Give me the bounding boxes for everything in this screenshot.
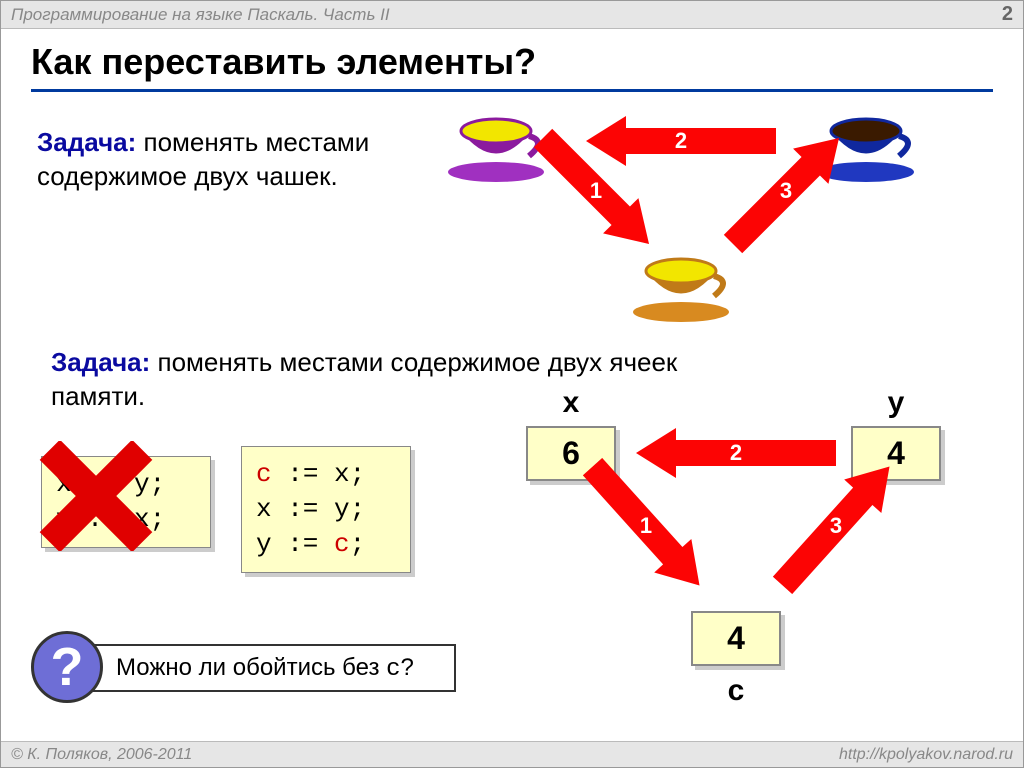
code-line: c := x; <box>256 457 396 492</box>
page-number: 2 <box>1002 3 1013 26</box>
code-line: y := c; <box>256 527 396 562</box>
cup-3 <box>626 246 736 326</box>
code-line: x := y; <box>256 492 396 527</box>
arrow-label: 2 <box>675 128 687 154</box>
question-text: Можно ли обойтись без c? <box>116 654 414 683</box>
code-correct: c := x; x := y; y := c; <box>241 446 411 573</box>
footer-url: http://kpolyakov.narod.ru <box>839 746 1013 764</box>
mem-label-c: c <box>696 674 776 708</box>
cross-icon <box>31 441 161 551</box>
cups-diagram: 2 1 3 <box>431 96 991 336</box>
task1-label: Задача: <box>37 127 136 157</box>
cup-arrow-2: 2 <box>586 116 776 166</box>
arrow-label: 1 <box>640 513 652 539</box>
question-mark-icon: ? <box>51 636 84 698</box>
arrow-label: 2 <box>730 440 742 466</box>
bottom-bar: © К. Поляков, 2006-2011 http://kpolyakov… <box>1 741 1023 767</box>
arrow-label: 3 <box>830 513 842 539</box>
copyright: © К. Поляков, 2006-2011 <box>11 746 192 764</box>
mem-arrow-2: 2 <box>636 428 836 478</box>
page-title: Как переставить элементы? <box>31 41 993 83</box>
content: Задача: поменять местами содержимое двух… <box>1 86 1023 741</box>
arrow-label: 3 <box>780 178 792 204</box>
arrow-label: 1 <box>590 178 602 204</box>
top-bar: Программирование на языке Паскаль. Часть… <box>1 1 1023 29</box>
memory-diagram: x y 6 4 4 c 2 <box>501 386 1001 726</box>
mem-cell-c: 4 <box>691 611 781 666</box>
mem-value: 6 <box>562 435 580 472</box>
cup-icon <box>626 246 736 326</box>
mem-label-y: y <box>856 386 936 420</box>
mem-value: 4 <box>727 620 745 657</box>
course-title: Программирование на языке Паскаль. Часть… <box>11 5 390 25</box>
question-bar: Можно ли обойтись без c? <box>56 644 456 692</box>
mem-label-x: x <box>531 386 611 420</box>
task2-label: Задача: <box>51 347 150 377</box>
slide: Программирование на языке Паскаль. Часть… <box>0 0 1024 768</box>
question-badge: ? <box>31 631 103 703</box>
task1-text: Задача: поменять местами содержимое двух… <box>37 126 397 194</box>
